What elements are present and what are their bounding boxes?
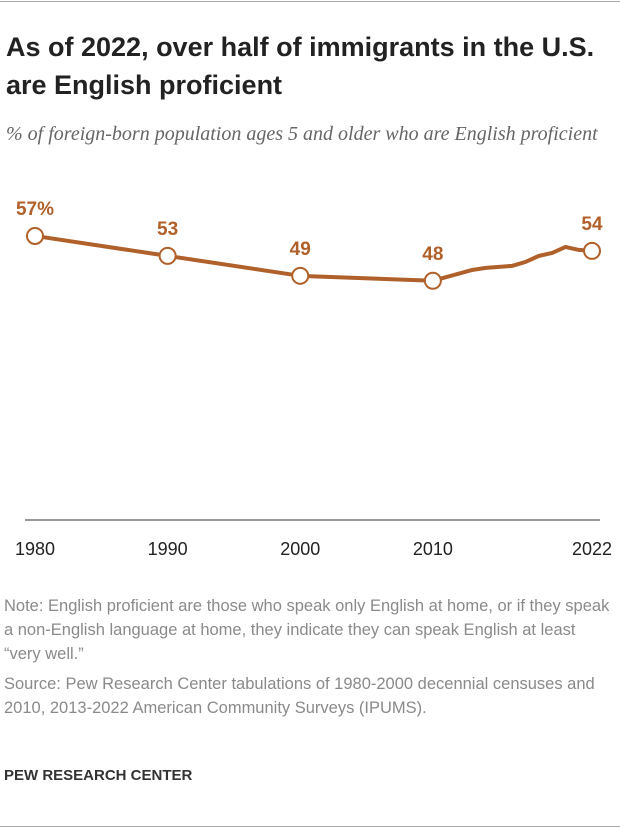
value-label: 57%	[16, 199, 54, 220]
note: Note: English proficient are those who s…	[4, 597, 610, 663]
x-tick-label: 2000	[280, 539, 320, 559]
point-marker	[291, 266, 310, 285]
x-tick-label: 1990	[148, 539, 188, 559]
value-label: 54	[581, 214, 603, 235]
credit: PEW RESEARCH CENTER	[4, 767, 193, 784]
point-marker	[158, 246, 177, 265]
value-label: 53	[157, 219, 178, 240]
value-label: 48	[422, 244, 443, 265]
x-tick-label: 2022	[572, 539, 612, 559]
point-marker	[26, 226, 44, 245]
value-label: 49	[290, 239, 311, 260]
point-marker	[423, 271, 442, 290]
chart-subtitle: % of foreign-born population ages 5 and …	[6, 123, 598, 145]
x-tick-label: 1980	[15, 539, 55, 559]
x-tick-label: 2010	[413, 539, 453, 559]
point-marker	[583, 241, 601, 260]
chart-title: As of 2022, over half of immigrants in t…	[6, 32, 595, 100]
data-line	[34, 233, 593, 283]
source: Source: Pew Research Center tabulations …	[4, 675, 595, 717]
